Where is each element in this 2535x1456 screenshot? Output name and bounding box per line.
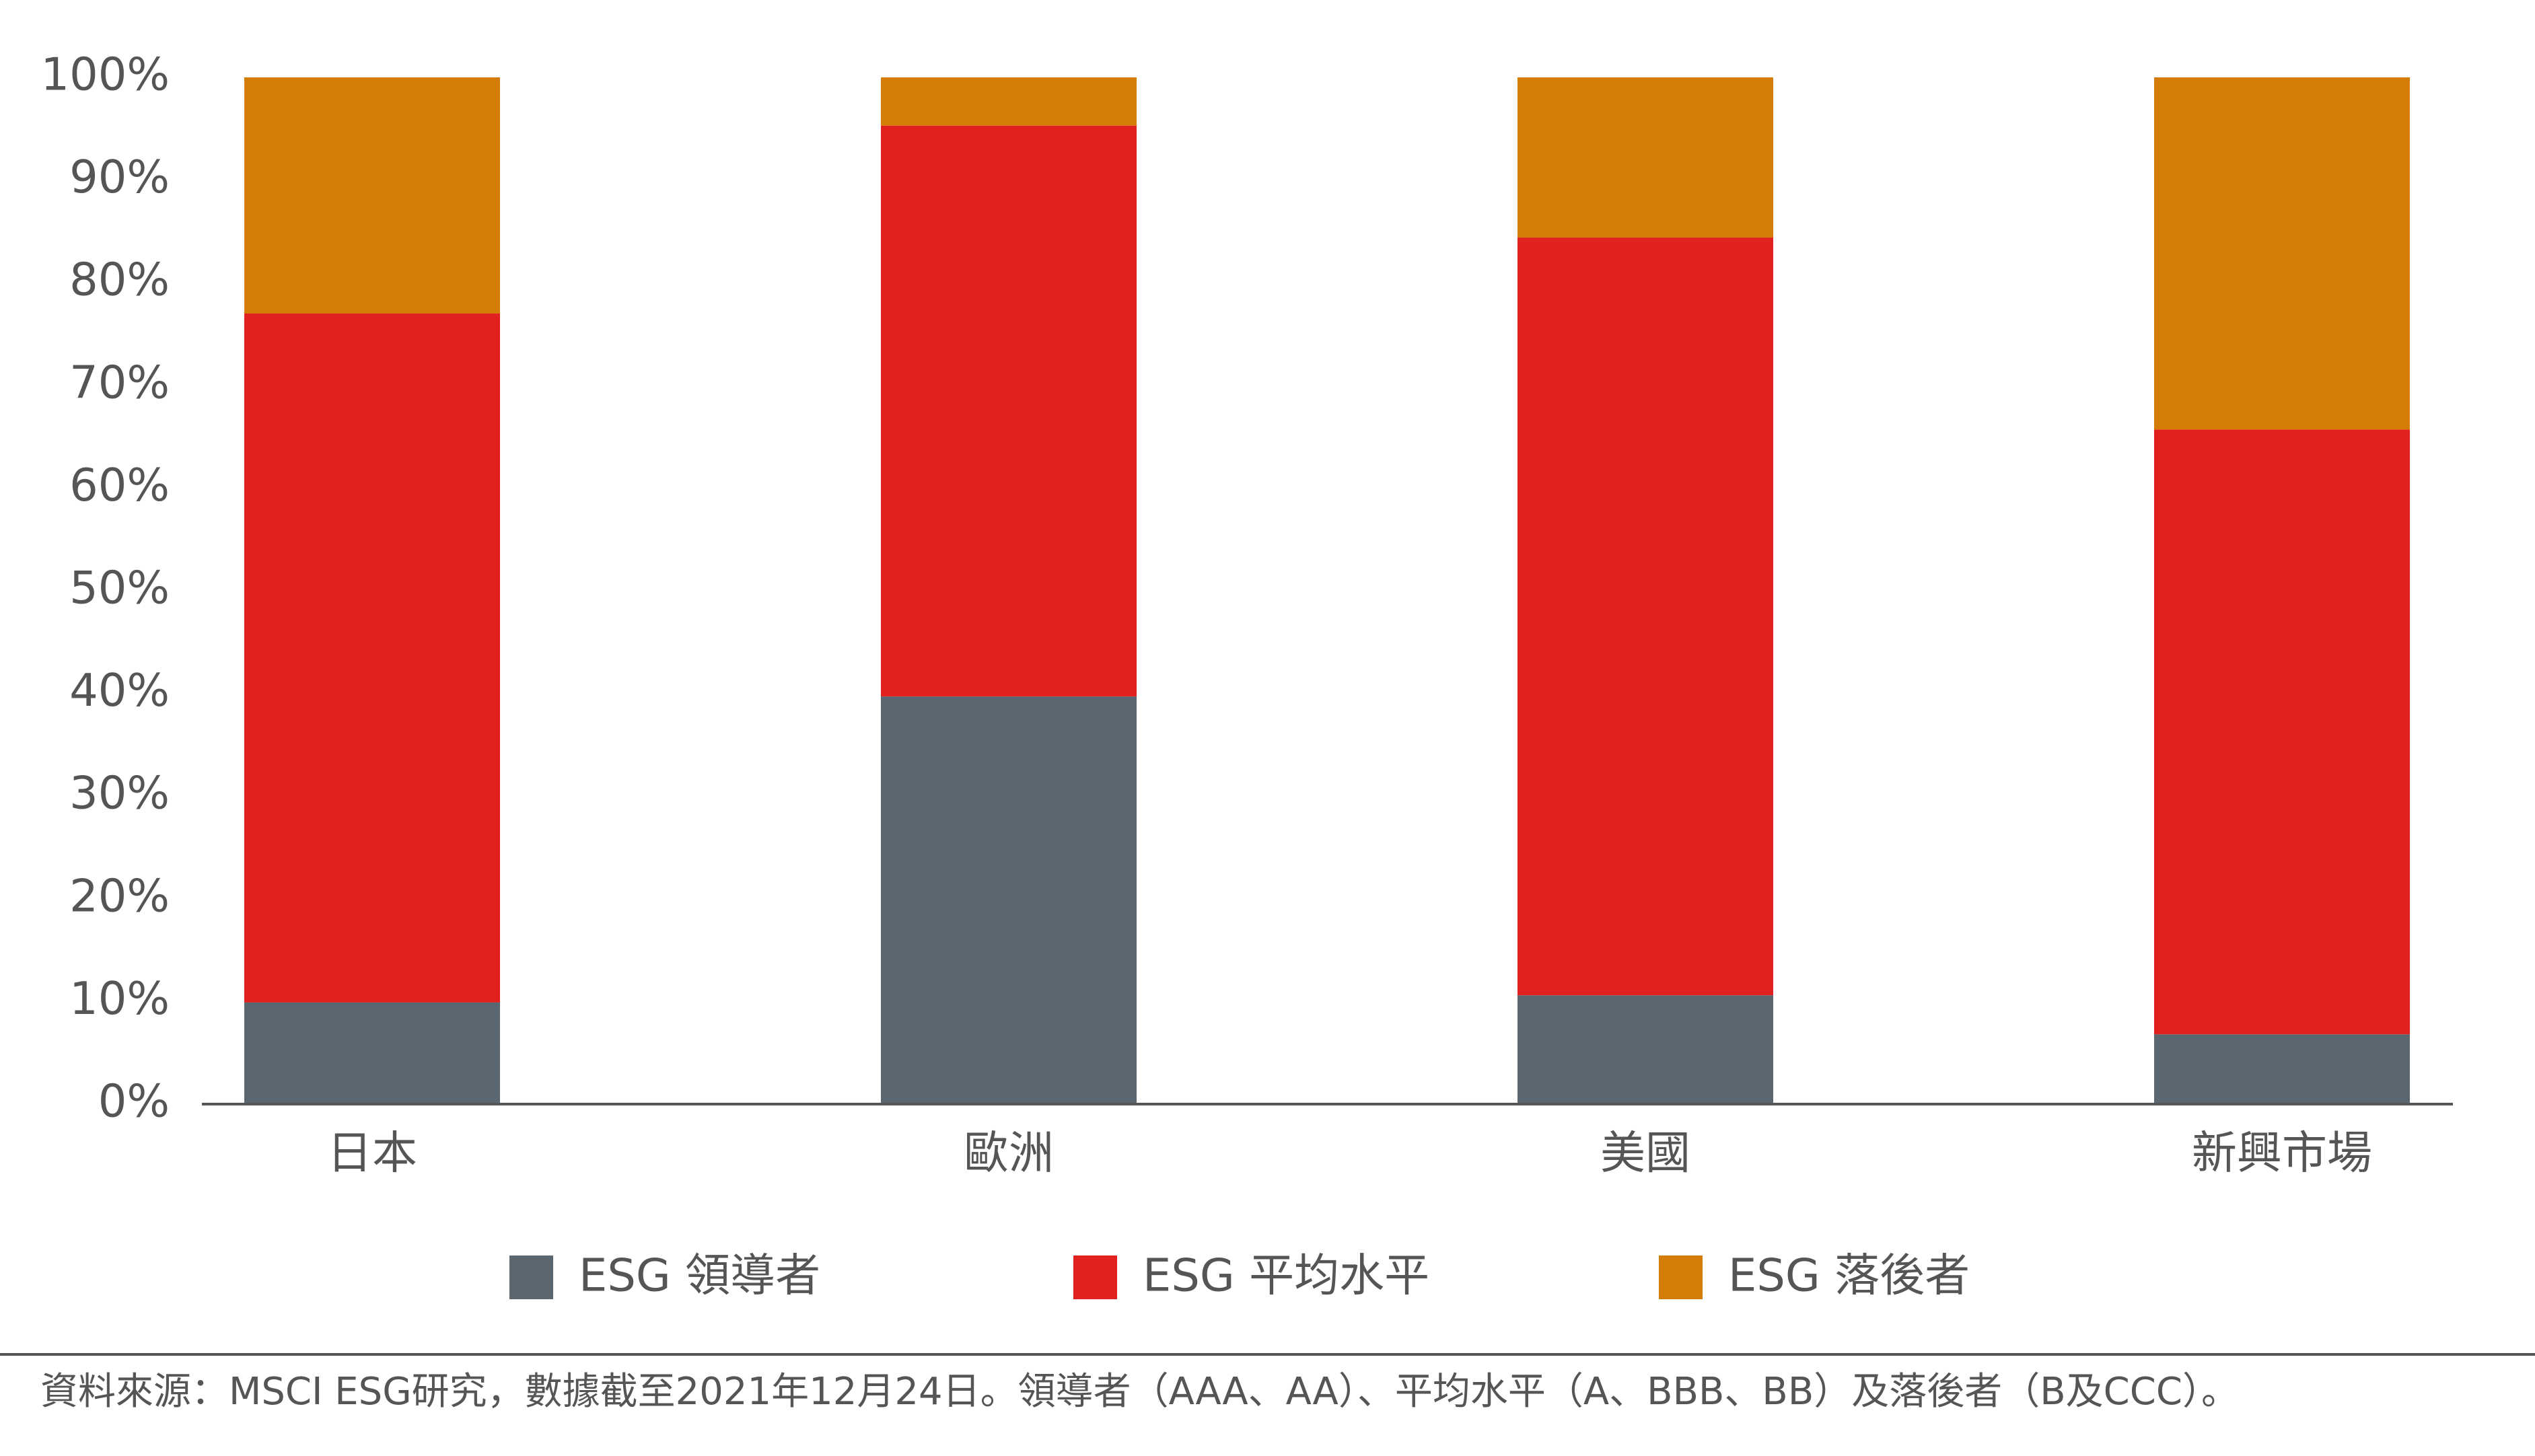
y-tick-label: 70% [69,356,170,408]
bar-segment [881,125,1137,697]
bar-segment [881,77,1137,126]
bar-segment [1518,995,1773,1104]
x-tick-label: 日本 [327,1127,417,1179]
legend-swatch [1073,1255,1117,1299]
legend-label: ESG 落後者 [1728,1249,1970,1302]
bar-segment [244,77,500,314]
y-tick-label: 0% [98,1075,170,1128]
source-note: 資料來源：MSCI ESG研究，數據截至2021年12月24日。領導者（AAA、… [40,1370,2239,1414]
x-tick-label: 歐洲 [964,1127,1054,1179]
bar-segment [2154,1034,2410,1104]
y-tick-label: 40% [69,664,170,717]
legend-swatch [1659,1255,1703,1299]
legend-label: ESG 領導者 [579,1249,820,1302]
y-tick-label: 30% [69,767,170,820]
bar-segment [2154,429,2410,1035]
legend-label: ESG 平均水平 [1143,1249,1429,1302]
x-tick-label: 新興市場 [2192,1127,2372,1179]
bar-segment [1518,77,1773,238]
y-tick-label: 20% [69,869,170,922]
y-tick-label: 60% [69,459,170,511]
y-tick-label: 90% [69,151,170,203]
y-tick-label: 10% [69,972,170,1025]
y-tick-label: 50% [69,562,170,614]
bar-segment [881,696,1137,1104]
legend-swatch [509,1255,553,1299]
y-tick-label: 100% [40,48,170,101]
bar-segment [244,313,500,1003]
bar-segment [244,1002,500,1104]
y-tick-label: 80% [69,254,170,306]
x-tick-label: 美國 [1600,1127,1690,1179]
bar-segment [1518,238,1773,996]
bar-segment [2154,77,2410,430]
